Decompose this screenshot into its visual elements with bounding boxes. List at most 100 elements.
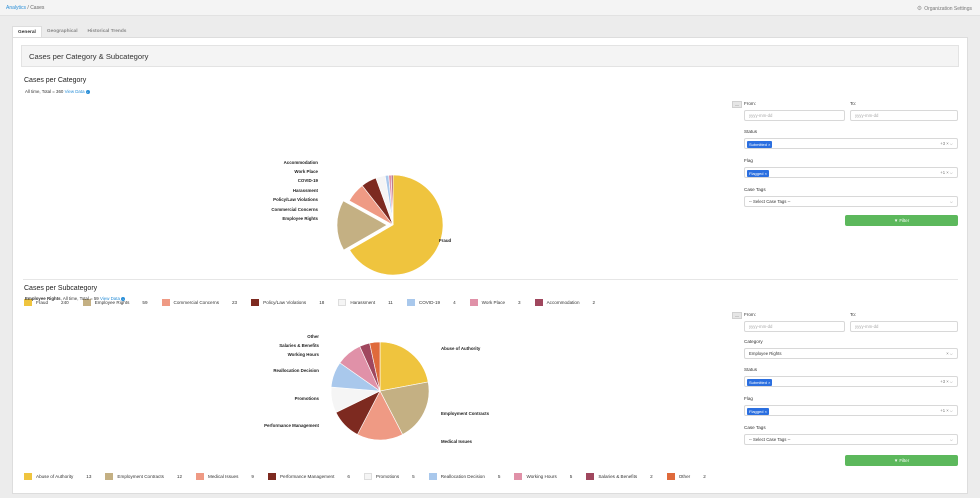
subcategory-legend: Abuse of Authority 13 Employment Contracts…	[24, 473, 720, 480]
legend-value: 2	[703, 474, 706, 479]
breadcrumb-analytics-link[interactable]: Analytics	[6, 5, 27, 11]
flag-select-controls[interactable]: +1 × ⌵	[940, 408, 953, 413]
collapse-button[interactable]: —	[732, 101, 742, 108]
legend-value: 5	[412, 474, 415, 479]
legend-label: Salaries & Benefits	[598, 474, 638, 479]
to-date-input[interactable]: yyyy-mm-dd	[850, 321, 958, 332]
case-tags-label: Case Tags	[744, 187, 766, 192]
view-data-link[interactable]: View Data	[99, 296, 120, 301]
legend-item[interactable]: Employment Contracts 12	[105, 473, 182, 480]
from-label: From:	[744, 312, 756, 317]
legend-item[interactable]: Employee Rights 59	[82, 299, 148, 306]
legend-swatch	[534, 299, 543, 306]
legend-label: Medical Issues	[208, 474, 239, 479]
status-select[interactable]: Submitted × +3 × ⌵	[744, 138, 958, 149]
legend-item[interactable]: Reallocation Decision 5	[428, 473, 501, 480]
legend-label: Abuse of Authority	[36, 474, 74, 479]
pie-slice-employee-rights[interactable]	[336, 200, 388, 251]
legend-label: Performance Management	[279, 474, 335, 479]
legend-item[interactable]: Work Place 3	[469, 299, 521, 306]
flag-label: Flag	[744, 396, 753, 401]
status-chip[interactable]: Submitted ×	[747, 378, 773, 386]
legend-label: Other	[678, 474, 691, 479]
tab-historical-trends[interactable]: Historical Trends	[87, 29, 127, 34]
legend-value: 5	[497, 474, 501, 479]
legend-label: Working Hours	[526, 474, 557, 479]
card-title: Cases per Subcategory	[24, 285, 98, 292]
breadcrumb-separator: /	[27, 5, 29, 11]
legend-value: 59	[142, 300, 148, 305]
legend-item[interactable]: Fraud 240	[24, 299, 69, 306]
from-label: From:	[744, 101, 756, 106]
flag-chip[interactable]: Flagged ×	[747, 169, 769, 177]
view-data-link[interactable]: View Data	[64, 89, 85, 94]
organization-settings-link[interactable]: ⚙ Organization Settings	[917, 5, 972, 12]
to-date-input[interactable]: yyyy-mm-dd	[850, 110, 958, 121]
category-select-controls[interactable]: × ⌵	[946, 351, 953, 356]
pie-slice-medical-issues[interactable]	[357, 390, 403, 441]
pie-slice-fraud[interactable]	[349, 174, 444, 276]
tab-geographical[interactable]: Geographical	[46, 29, 78, 34]
status-chip[interactable]: Submitted ×	[747, 140, 773, 148]
tab-general[interactable]: General	[12, 26, 42, 37]
pie-label: Salaries & Benefits	[279, 343, 319, 348]
flag-label: Flag	[744, 158, 753, 163]
legend-value: 240	[61, 300, 69, 305]
filter-button[interactable]: ▼ Filter	[845, 455, 958, 466]
legend-item[interactable]: Promotions 5	[363, 473, 415, 480]
legend-swatch	[514, 473, 523, 480]
breadcrumb: Analytics / Cases	[6, 5, 44, 11]
pie-slice-abuse-of-authority[interactable]	[379, 341, 429, 392]
status-select[interactable]: Submitted × +3 × ⌵	[744, 376, 958, 387]
subcategory-pie-chart	[330, 341, 430, 441]
legend-value: 2	[592, 300, 596, 305]
legend-swatch	[24, 299, 32, 306]
pie-slice-other[interactable]	[369, 341, 381, 392]
category-select[interactable]: Employee Rights × ⌵	[744, 348, 958, 359]
legend-item[interactable]: Harassment 11	[338, 299, 393, 306]
from-date-input[interactable]: yyyy-mm-dd	[744, 110, 845, 121]
legend-label: COVID-19	[418, 300, 441, 305]
legend-item[interactable]: Performance Management 6	[267, 473, 350, 480]
status-select-controls[interactable]: +3 × ⌵	[940, 141, 953, 146]
general-panel: Cases per Category & Subcategory Cases p…	[12, 37, 968, 494]
legend-item[interactable]: COVID-19 4	[406, 299, 456, 306]
divider	[23, 279, 958, 280]
status-select-controls[interactable]: +3 × ⌵	[940, 379, 953, 384]
legend-item[interactable]: Commercial Concerns 23	[161, 299, 237, 306]
flag-select[interactable]: Flagged × +1 × ⌵	[744, 405, 958, 416]
legend-item[interactable]: Policy/Law Violations 18	[251, 299, 324, 306]
pie-label: Medical Issues	[441, 439, 472, 444]
pie-slice-accommodation[interactable]	[390, 174, 394, 226]
category-value: Employee Rights	[749, 351, 782, 356]
pie-label: Reallocation Decision	[273, 368, 319, 373]
legend-value: 2	[650, 474, 653, 479]
collapse-button[interactable]: —	[732, 312, 742, 319]
legend-label: Policy/Law Violations	[263, 300, 307, 305]
card-subtitle: All time, Total = 360 View Data ›	[25, 89, 90, 94]
legend-swatch	[469, 299, 478, 306]
cases-per-category-card: Cases per Category All time, Total = 360…	[23, 73, 959, 306]
legend-item[interactable]: Accommodation 2	[534, 299, 596, 306]
case-tags-select[interactable]: -- Select Case Tags -- ⌵	[744, 434, 958, 445]
legend-item[interactable]: Abuse of Authority 13	[24, 473, 91, 480]
case-tags-select[interactable]: -- Select Case Tags -- ⌵	[744, 196, 958, 207]
legend-swatch	[82, 299, 91, 306]
case-tags-placeholder: -- Select Case Tags --	[749, 199, 791, 204]
legend-item[interactable]: Working Hours 5	[514, 473, 572, 480]
organization-settings-label: Organization Settings	[924, 6, 972, 12]
pie-label: Policy/Law Violations	[273, 197, 318, 202]
legend-item[interactable]: Salaries & Benefits 2	[586, 473, 653, 480]
flag-chip[interactable]: Flagged ×	[747, 407, 769, 415]
flag-select-controls[interactable]: +1 × ⌵	[940, 170, 953, 175]
from-date-input[interactable]: yyyy-mm-dd	[744, 321, 845, 332]
pie-slice-employment-contracts[interactable]	[379, 381, 430, 435]
legend-swatch	[666, 473, 675, 480]
legend-item[interactable]: Other 2	[666, 473, 706, 480]
flag-select[interactable]: Flagged × +1 × ⌵	[744, 167, 958, 178]
legend-item[interactable]: Medical Issues 9	[196, 473, 254, 480]
category-filter-form: — From: To: yyyy-mm-dd yyyy-mm-dd Status…	[732, 101, 958, 231]
pie-label: Work Place	[294, 169, 318, 174]
category-pie-chart	[336, 174, 444, 276]
filter-button[interactable]: ▼ Filter	[845, 215, 958, 226]
